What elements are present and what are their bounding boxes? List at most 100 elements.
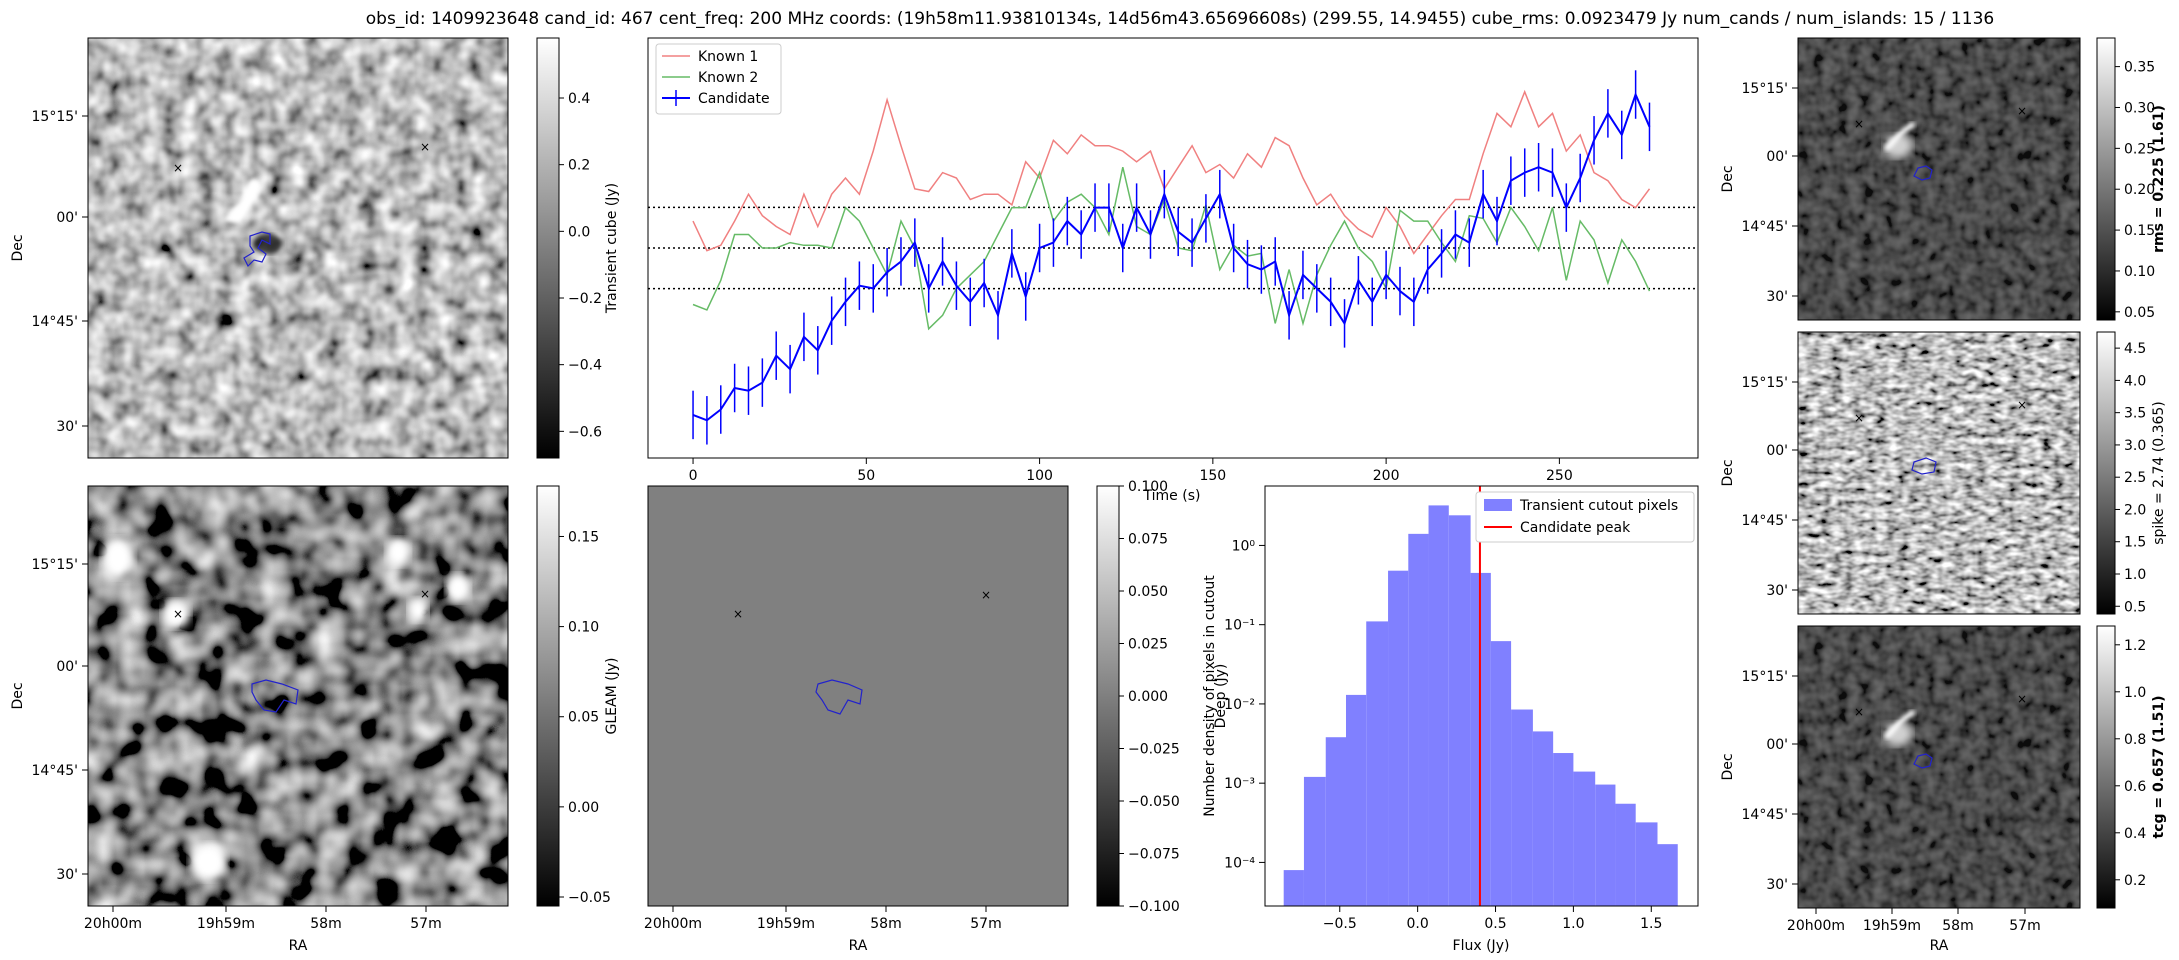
colorbar-gradient [536,485,560,907]
y-axis-ticks: 15°15' 00' 14°45' 30' [1742,81,1798,305]
colorbar-tick-label: 0.6 [2124,779,2146,795]
known-source-2-marker: × [2017,104,2027,118]
colorbar-label: GLEAM (Jy) [604,658,620,735]
candidate-island-contour [1913,165,1933,181]
y-tick-label: 30' [1766,877,1788,893]
x-tick-label: 57m [970,916,1001,932]
colorbar-tick-label: 0.100 [1128,479,1168,495]
x-tick-label: 20h00m [84,916,142,932]
colorbar-gradient [2096,625,2116,909]
known-source-2-marker: × [2017,398,2027,412]
colorbar-tick-label: 0.000 [1128,689,1168,705]
gleam-image [88,486,508,906]
colorbar-tick-label: 3.5 [2124,406,2146,422]
series-line-candidate [692,91,1651,422]
known-source-2-marker: × [420,587,430,601]
x-tick-label: 150 [1199,468,1226,484]
colorbar-tick-label: −0.100 [1128,899,1180,915]
colorbar-tick-label: 2.5 [2124,470,2146,486]
x-tick-label: 1.5 [1640,916,1662,932]
colorbar-tick-label: 3.0 [2124,438,2146,454]
y-tick-label: 14°45' [1742,513,1788,529]
y-axis-ticks: 15°15' 00' 14°45' 30' [1742,375,1798,599]
y-axis-label: Dec [1720,165,1736,192]
colorbar-tick-label: 0.050 [1128,584,1168,600]
colorbar-tick-label: 0.2 [568,158,590,174]
colorbar-tick-label: 1.2 [2124,638,2146,654]
known-source-1-marker: × [1854,117,1864,131]
histogram-panel: −0.5 0.0 0.5 1.0 1.5 10⁰ 10⁻¹ 10⁻² 10⁻³ 10⁻⁴ Flu… [1202,485,1699,954]
series-line-known-2 [692,167,1651,331]
colorbar-gradient [2096,331,2116,615]
x-tick-label: 0.0 [1407,916,1429,932]
histogram-bars [1283,505,1678,906]
colorbar-tick-label: −0.075 [1128,847,1180,863]
y-tick-label: 10⁻³ [1224,776,1255,792]
y-tick-label: 14°45' [32,763,78,779]
x-tick-label: 58m [1942,918,1973,934]
x-axis-label: RA [289,938,308,954]
tcg-panel: × × 15°15' 00' 14°45' 30' 20h00m 19h59m … [1720,625,2081,954]
x-tick-label: 20h00m [1787,918,1845,934]
colorbar-label: spike = 2.74 (0.365) [2151,401,2167,545]
x-tick-label: 100 [1026,468,1053,484]
x-tick-label: −0.5 [1323,916,1357,932]
colorbar-tick-label: −0.025 [1128,742,1180,758]
colorbar-tick-label: 1.0 [2124,685,2146,701]
colorbar-tick-label: 2.0 [2124,502,2146,518]
x-tick-label: 250 [1546,468,1573,484]
x-axis-ticks: −0.5 0.0 0.5 1.0 1.5 [1323,906,1662,932]
candidate-island-contour [815,679,863,715]
spike-image [1798,332,2080,614]
colorbar-tick-label: 4.0 [2124,373,2146,389]
colorbar-tick-label: 0.30 [2124,100,2155,116]
colorbar-tick-label: −0.050 [1128,794,1180,810]
candidate-island-contour [243,231,271,268]
histogram-bar [1573,771,1596,906]
x-tick-label: 19h59m [1863,918,1921,934]
x-tick-label: 0 [689,468,698,484]
y-tick-label: 10⁻² [1224,697,1255,713]
colorbar-gleam-panel: 0.15 0.10 0.05 0.00 −0.05 GLEAM (Jy) [536,485,620,907]
colorbar-tick-label: 0.15 [568,529,599,545]
known-source-1-marker: × [733,607,743,621]
x-tick-label: 19h59m [197,916,255,932]
y-axis-ticks: 15°15' 00' 14°45' 30' [1742,669,1798,893]
candidate-island-contour [1911,457,1937,475]
y-tick-label: 14°45' [32,314,78,330]
colorbar-label: Transient cube (Jy) [604,183,620,314]
histogram-bar [1448,515,1471,906]
histogram-bar [1532,731,1554,906]
x-tick-label: 58m [310,916,341,932]
known-source-1-marker: × [173,161,183,175]
figure-title: obs_id: 1409923648 cand_id: 467 cent_fre… [366,9,1994,29]
colorbar-tick-label: 0.4 [568,91,590,107]
colorbar-tcg-panel: 1.2 1.0 0.8 0.6 0.4 0.2 tcg = 0.657 (1.51) [2096,625,2167,909]
deep-panel: × × 20h00m 19h59m 58m 57m RA [644,485,1069,954]
x-axis-ticks: 20h00m 19h59m 58m 57m [644,906,1002,932]
y-axis-ticks: 15°15' 00' 14°45' 30' [32,557,88,883]
x-tick-label: 57m [410,916,441,932]
x-axis-label: RA [849,938,868,954]
colorbar-tick-label: 1.0 [2124,567,2146,583]
colorbar-gradient [536,37,560,459]
y-tick-label: 15°15' [1742,375,1788,391]
y-axis-label: Dec [10,234,26,261]
colorbar-gradient [2096,37,2116,321]
known-source-2-marker: × [420,140,430,154]
known-source-1-marker: × [1854,705,1864,719]
x-tick-label: 0.5 [1484,916,1506,932]
y-tick-label: 10⁻¹ [1224,618,1255,634]
colorbar-transient-cube-panel: 0.4 0.2 0.0 −0.2 −0.4 −0.6 Transient cube (Jy) [536,37,620,459]
rms-panel: × × 15°15' 00' 14°45' 30' Dec [1720,37,2081,321]
colorbar-tick-label: −0.2 [568,291,602,307]
y-axis-label: Number density of pixels in cutout [1202,575,1218,817]
candidate-island-contour [1913,753,1933,769]
colorbar-label: tcg = 0.657 (1.51) [2151,696,2167,839]
y-tick-label: 15°15' [1742,669,1788,685]
legend-candidate: Candidate [698,91,770,107]
legend-transient-pixels: Transient cutout pixels [1519,498,1678,514]
colorbar-tick-label: −0.05 [568,890,611,906]
histogram-bar [1366,621,1389,906]
